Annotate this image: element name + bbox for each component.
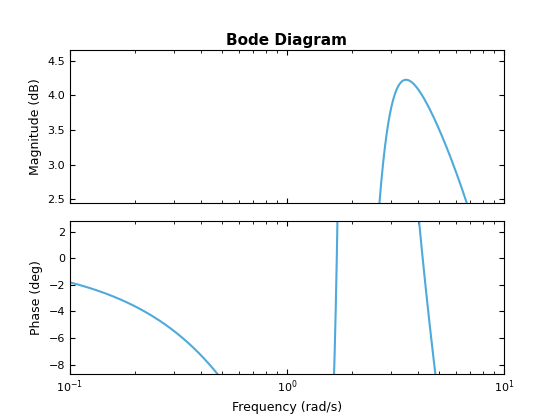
Title: Bode Diagram: Bode Diagram xyxy=(226,33,348,48)
Y-axis label: Magnitude (dB): Magnitude (dB) xyxy=(29,78,42,175)
Y-axis label: Phase (deg): Phase (deg) xyxy=(30,260,43,335)
X-axis label: Frequency (rad/s): Frequency (rad/s) xyxy=(232,401,342,414)
